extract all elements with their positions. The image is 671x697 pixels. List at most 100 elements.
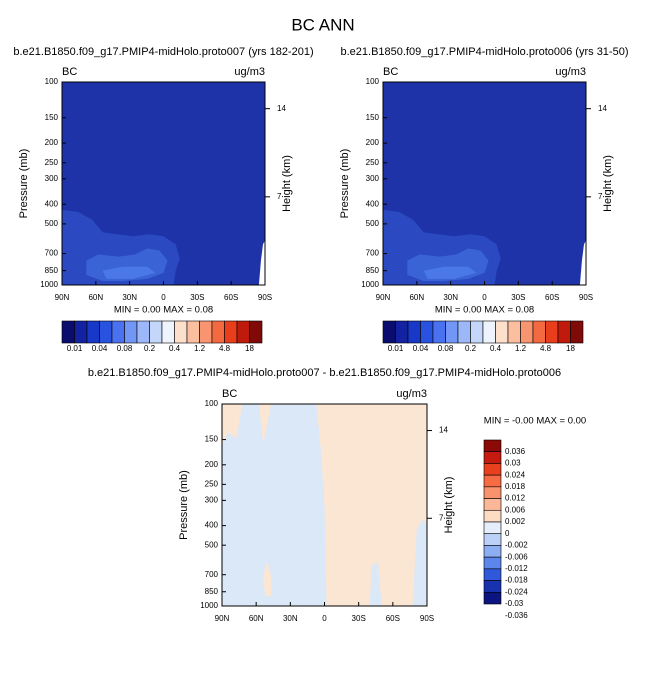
colorbar-label: 0.08 [117,344,133,353]
colorbar-label: 0.012 [505,494,526,503]
y-tick-label: 250 [205,479,219,488]
colorbar-box [382,320,396,344]
colorbar-label: 0.2 [465,344,477,353]
colorbar-box [407,320,421,344]
y-tick-label: 200 [205,460,219,469]
y-tick-label: 250 [366,158,380,167]
colorbar-box [124,320,138,344]
x-tick-label: 30N [283,614,298,623]
colorbar-box [174,320,188,344]
y-tick-label: 200 [366,138,380,147]
x-tick-label: 30S [352,614,366,623]
colorbar-label: 1.2 [515,344,527,353]
contour-fill [369,561,382,606]
colorbar-box [532,320,546,344]
y-tick-label: 700 [205,570,219,579]
panel-subtitle: b.e21.B1850.f09_g17.PMIP4-midHolo.proto0… [13,46,313,58]
contour-fill [579,240,586,285]
colorbar-box [199,320,213,344]
y-tick-label: 500 [45,219,59,228]
y-tick-label: 1000 [200,601,218,610]
colorbar-label: 0.018 [505,482,526,491]
right-label: ug/m3 [396,388,427,400]
y2-axis-label: Height (km) [281,155,293,212]
colorbar-box [507,320,521,344]
colorbar-box [483,498,502,511]
colorbar-label: 0.036 [505,447,526,456]
x-tick-label: 30S [511,293,525,302]
colorbar-label: 18 [245,344,254,353]
y2-tick-label: 14 [439,426,448,435]
colorbar-box [74,320,88,344]
x-tick-label: 60S [224,293,238,302]
colorbar-box [483,463,502,476]
panel-subtitle: b.e21.B1850.f09_g17.PMIP4-midHolo.proto0… [340,46,628,58]
figure-title: BC ANN [291,15,354,34]
y-tick-label: 300 [366,174,380,183]
x-tick-label: 0 [322,614,327,623]
colorbar-label: 0.03 [505,459,521,468]
y-axis-label: Pressure (mb) [178,470,190,540]
x-tick-label: 0 [482,293,487,302]
colorbar-box [161,320,175,344]
colorbar-label: -0.024 [505,587,528,596]
colorbar-box [445,320,459,344]
colorbar-box [86,320,100,344]
y-tick-label: 850 [205,587,219,596]
colorbar-label: 0.04 [92,344,108,353]
y-tick-label: 1000 [361,280,379,289]
colorbar-box [483,509,502,523]
left-label: BC [222,388,237,400]
colorbar-box [211,320,225,344]
colorbar-label: 0.002 [505,517,526,526]
colorbar-box [186,320,200,344]
x-tick-label: 90N [55,293,70,302]
right-label: ug/m3 [234,66,265,78]
colorbar-label: 0.2 [144,344,156,353]
x-tick-label: 60N [88,293,103,302]
colorbar-box [224,320,238,344]
colorbar-label: 0.01 [67,344,83,353]
colorbar-label: -0.012 [505,564,528,573]
x-tick-label: 90N [376,293,391,302]
colorbar-label: 18 [566,344,575,353]
colorbar-box [395,320,409,344]
colorbar-box [483,580,502,593]
contour-fill [222,404,327,606]
colorbar-box [483,533,502,546]
colorbar-box [483,568,502,581]
y-tick-label: 250 [45,158,59,167]
colorbar-box [570,320,584,344]
y-tick-label: 400 [205,521,219,530]
right-label: ug/m3 [555,66,586,78]
colorbar-box [432,320,446,344]
y-tick-label: 200 [45,138,59,147]
colorbar-box [495,320,509,344]
y-tick-label: 100 [45,77,59,86]
colorbar-box [470,320,484,344]
x-tick-label: 60N [249,614,264,623]
y-axis-label: Pressure (mb) [339,149,351,219]
min-max: MIN = -0.00 MAX = 0.00 [484,416,586,427]
x-tick-label: 90S [579,293,593,302]
colorbar-label: -0.018 [505,576,528,585]
colorbar-label: 4.8 [219,344,231,353]
colorbar-box [61,320,75,344]
x-tick-label: 0 [161,293,166,302]
colorbar-box [483,451,502,464]
y-tick-label: 300 [205,495,219,504]
colorbar-box [483,556,502,570]
colorbar-box [557,320,571,344]
y2-axis-label: Height (km) [602,155,614,212]
colorbar-box [99,320,113,344]
x-tick-label: 60N [409,293,424,302]
colorbar-label: 0.08 [438,344,454,353]
colorbar-box [545,320,559,344]
x-tick-label: 90N [215,614,230,623]
panel-subtitle: b.e21.B1850.f09_g17.PMIP4-midHolo.proto0… [88,367,561,379]
colorbar-label: 0 [505,529,510,538]
x-tick-label: 30S [190,293,204,302]
colorbar-box [483,545,502,558]
colorbar-label: 0.01 [388,344,404,353]
y2-tick-label: 14 [277,104,286,113]
